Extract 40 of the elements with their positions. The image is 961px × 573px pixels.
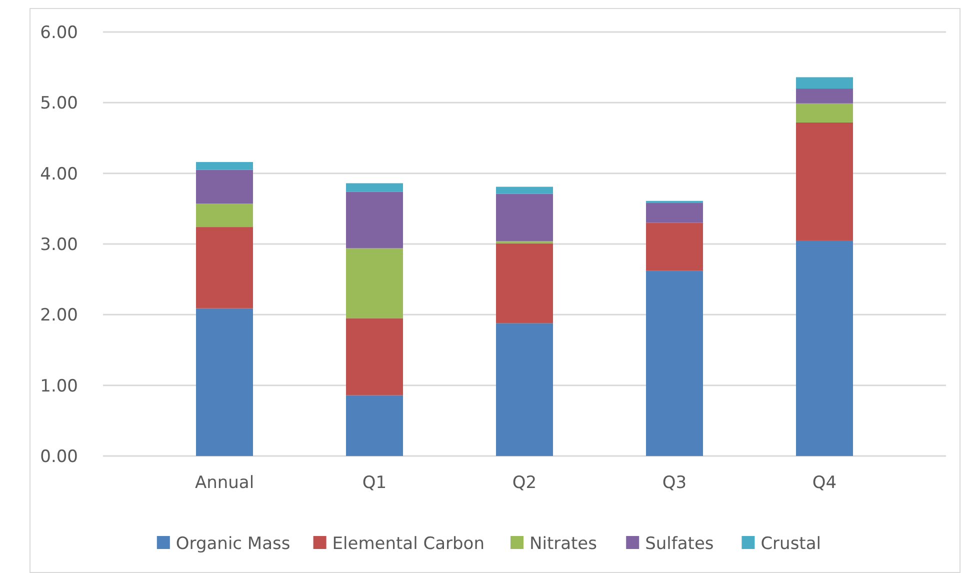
bar: [796, 77, 853, 89]
bar: [496, 323, 553, 456]
y-tick-label: 2.00: [40, 306, 78, 326]
bar: [346, 395, 403, 456]
x-tick-label: Annual: [194, 473, 254, 493]
y-tick-label: 3.00: [40, 234, 78, 255]
bar: [496, 243, 553, 324]
bar: [646, 203, 703, 223]
legend-label: Elemental Carbon: [332, 534, 484, 554]
bar: [796, 103, 853, 122]
bar: [796, 122, 853, 240]
bar: [196, 170, 253, 204]
y-tick-label: 5.00: [40, 94, 78, 114]
bar: [796, 240, 853, 456]
bar: [646, 222, 703, 271]
y-tick-label: 1.00: [40, 376, 78, 396]
legend-label: Nitrates: [530, 534, 598, 554]
bar: [196, 204, 253, 228]
bar: [346, 183, 403, 192]
x-tick-label: Q2: [512, 473, 537, 493]
legend-label: Crustal: [760, 534, 821, 554]
bar: [796, 88, 853, 104]
bar: [346, 318, 403, 396]
x-tick-label: Q4: [812, 473, 837, 493]
bar: [346, 192, 403, 248]
bar: [196, 162, 253, 170]
legend-label: Sulfates: [645, 534, 714, 554]
y-tick-label: 6.00: [40, 22, 78, 43]
bar: [346, 248, 403, 318]
y-tick-label: 0.00: [40, 446, 78, 467]
bar: [496, 186, 553, 194]
bar: [496, 194, 553, 242]
bar: [646, 270, 703, 456]
bar: [196, 227, 253, 308]
bar: [196, 308, 253, 456]
x-tick-label: Q3: [662, 473, 687, 493]
y-tick-label: 4.00: [40, 164, 78, 184]
x-tick-label: Q1: [362, 473, 387, 493]
bar: [646, 200, 703, 204]
legend-label: Organic Mass: [176, 534, 290, 554]
